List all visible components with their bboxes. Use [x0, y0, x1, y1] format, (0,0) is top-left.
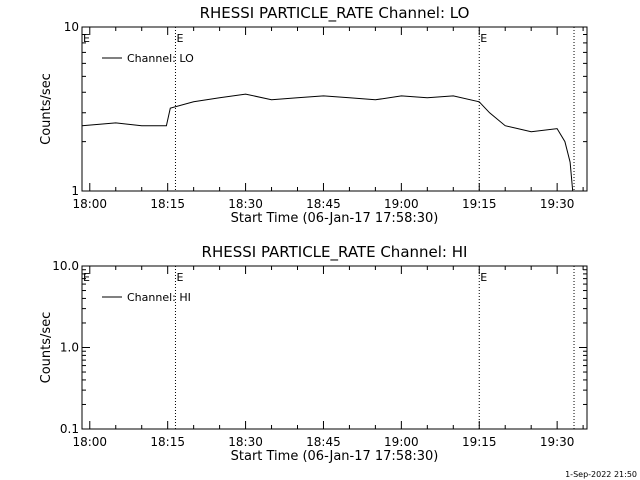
x-axis-label: Start Time (06-Jan-17 17:58:30) — [231, 449, 439, 464]
plot-timestamp: 1-Sep-2022 21:50 — [565, 470, 637, 479]
series-line — [81, 93, 574, 192]
x-axis-label: Start Time (06-Jan-17 17:58:30) — [231, 211, 439, 226]
x-tick-label: 18:15 — [150, 435, 185, 449]
y-axis-label: Counts/sec — [39, 312, 54, 384]
chart-title: RHESSI PARTICLE_RATE Channel: LO — [200, 4, 470, 23]
y-tick-label: 10.0 — [52, 259, 79, 273]
x-tick-label: 18:45 — [306, 197, 341, 211]
y-tick-label: 10 — [64, 20, 79, 34]
chart-panel-0: RHESSI PARTICLE_RATE Channel: LO 1 10 18:00… — [39, 4, 588, 226]
event-marker: E — [83, 271, 90, 284]
x-tick-label: 19:15 — [462, 435, 497, 449]
event-marker: E — [480, 32, 487, 45]
x-tick-label: 19:30 — [540, 435, 575, 449]
event-marker: E — [176, 32, 183, 45]
y-tick-label: 0.1 — [60, 422, 79, 436]
legend-label: Channel: HI — [127, 291, 191, 304]
y-tick-label: 1 — [71, 184, 79, 198]
x-tick-label: 19:15 — [462, 197, 497, 211]
x-tick-label: 18:30 — [228, 197, 263, 211]
x-tick-label: 19:30 — [540, 197, 575, 211]
y-axis-label: Counts/sec — [39, 73, 54, 145]
plot-frame — [81, 26, 588, 192]
x-tick-label: 18:00 — [72, 197, 107, 211]
legend-label: Channel: LO — [127, 52, 194, 65]
event-marker: E — [176, 271, 183, 284]
x-tick-label: 18:45 — [306, 435, 341, 449]
chart-panel-1: RHESSI PARTICLE_RATE Channel: HI 0.1 1.0 10… — [39, 243, 588, 464]
x-tick-label: 18:15 — [150, 197, 185, 211]
x-tick-label: 18:30 — [228, 435, 263, 449]
x-tick-label: 19:00 — [384, 197, 419, 211]
x-tick-label: 19:00 — [384, 435, 419, 449]
chart-title: RHESSI PARTICLE_RATE Channel: HI — [202, 243, 468, 262]
y-tick-label: 1.0 — [60, 341, 79, 355]
x-tick-label: 18:00 — [72, 435, 107, 449]
event-marker: E — [83, 32, 90, 45]
event-marker: E — [480, 271, 487, 284]
